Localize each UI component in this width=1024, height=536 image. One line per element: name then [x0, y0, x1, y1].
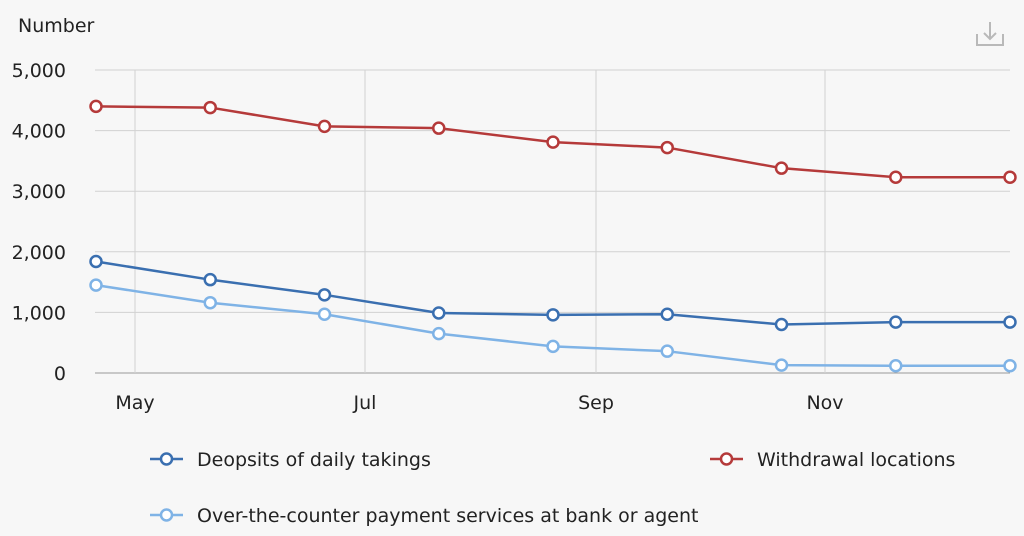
series	[89, 254, 1017, 332]
y-tick-label: 2,000	[12, 242, 66, 264]
data-point[interactable]	[1003, 358, 1017, 373]
series	[89, 99, 1017, 185]
series-lines	[89, 99, 1017, 373]
legend-swatch-marker	[719, 452, 734, 466]
data-point[interactable]	[546, 308, 560, 322]
y-tick-label: 3,000	[12, 181, 66, 203]
y-tick-labels: 0 1,000 2,000 3,000 4,000 5,000	[12, 60, 66, 385]
legend-label: Withdrawal locations	[757, 449, 955, 471]
data-point[interactable]	[317, 288, 332, 302]
data-point[interactable]	[546, 135, 560, 149]
data-point[interactable]	[432, 306, 446, 320]
y-axis-label: Number	[18, 15, 95, 37]
legend-item[interactable]: Withdrawal locations	[710, 449, 955, 471]
data-point[interactable]	[203, 272, 217, 287]
data-point[interactable]	[889, 315, 903, 329]
data-point[interactable]	[89, 278, 103, 292]
data-point[interactable]	[89, 254, 103, 269]
series-line	[95, 283, 1010, 367]
data-point[interactable]	[1003, 170, 1017, 185]
data-point[interactable]	[774, 358, 789, 372]
x-tick-labels: May Jul Sep Nov	[115, 392, 843, 414]
data-point[interactable]	[660, 344, 674, 358]
data-point[interactable]	[203, 100, 217, 115]
data-point[interactable]	[89, 99, 103, 114]
data-point[interactable]	[889, 358, 903, 373]
data-point[interactable]	[203, 295, 217, 310]
legend-swatch-marker	[159, 452, 174, 466]
x-tick-label: May	[115, 392, 154, 414]
data-point[interactable]	[317, 307, 332, 321]
data-point[interactable]	[432, 326, 446, 341]
x-tick-label: Sep	[578, 392, 614, 414]
series	[89, 278, 1017, 373]
legend-item[interactable]: Over-the-counter payment services at ban…	[150, 505, 698, 527]
data-point[interactable]	[774, 317, 789, 332]
data-point[interactable]	[889, 170, 903, 185]
x-tick-label: Nov	[806, 392, 843, 414]
data-point[interactable]	[774, 161, 789, 175]
legend-label: Over-the-counter payment services at ban…	[197, 505, 698, 527]
data-point[interactable]	[432, 121, 446, 135]
data-point[interactable]	[317, 119, 332, 134]
y-tick-label: 4,000	[12, 121, 66, 143]
legend: Deopsits of daily takings Withdrawal loca…	[150, 449, 955, 527]
download-icon[interactable]	[970, 16, 1010, 50]
legend-label: Deopsits of daily takings	[197, 449, 431, 471]
y-tick-label: 5,000	[12, 60, 66, 82]
legend-swatch-marker	[159, 508, 174, 522]
data-point[interactable]	[546, 339, 560, 354]
x-tick-label: Jul	[353, 392, 377, 414]
grid	[95, 69, 1010, 374]
data-point[interactable]	[660, 140, 674, 155]
y-tick-label: 1,000	[12, 302, 66, 324]
data-point[interactable]	[1003, 315, 1017, 329]
legend-item[interactable]: Deopsits of daily takings	[150, 449, 431, 471]
data-point[interactable]	[660, 307, 674, 321]
y-tick-label: 0	[54, 363, 66, 385]
